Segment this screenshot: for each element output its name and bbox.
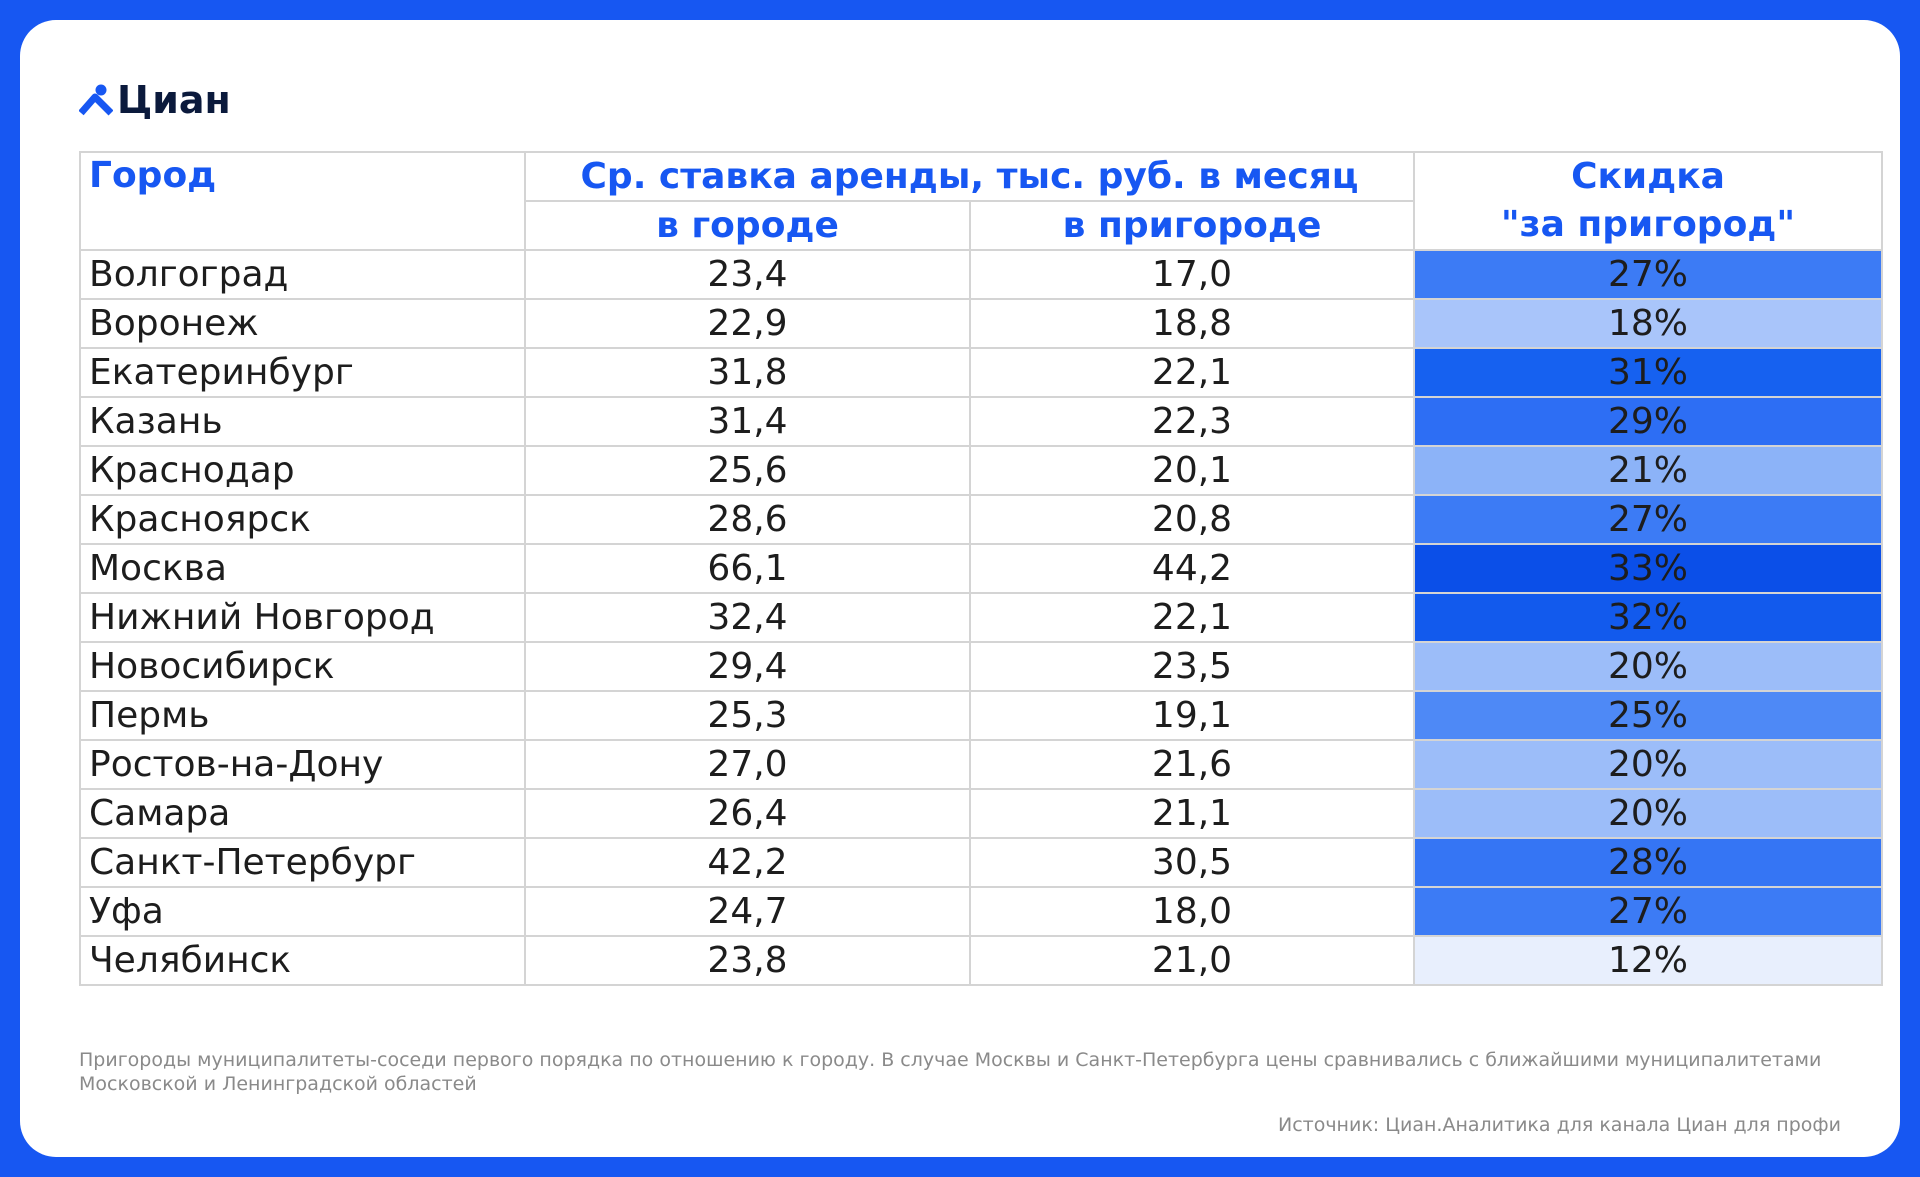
rate-cell: 32,4: [524, 592, 971, 643]
table-row: Екатеринбург 31,8 22,1 31%: [79, 347, 1884, 398]
table-row: Нижний Новгород 32,4 22,1 32%: [79, 592, 1884, 643]
city-cell: Воронеж: [79, 298, 526, 349]
discount-cell: 25%: [1413, 690, 1884, 741]
discount-cell: 27%: [1413, 886, 1884, 937]
rate-cell: 22,1: [968, 347, 1416, 398]
discount-cell: 20%: [1413, 739, 1884, 790]
rate-cell: 27,0: [524, 739, 971, 790]
rate-cell: 19,1: [968, 690, 1416, 741]
rate-cell: 28,6: [524, 494, 971, 545]
header-cell: Ср. ставка аренды, тыс. руб. в месяц: [523, 151, 1416, 202]
logo: Циан: [79, 78, 231, 122]
city-cell: Челябинск: [79, 935, 526, 986]
discount-cell: 28%: [1413, 837, 1884, 888]
rate-cell: 30,5: [968, 837, 1416, 888]
header-cell: Скидка "за пригород": [1413, 151, 1884, 251]
table-row: Челябинск 23,8 21,0 12%: [79, 935, 1884, 986]
table-row: Санкт-Петербург 42,2 30,5 28%: [79, 837, 1884, 888]
header-cell: Город: [79, 151, 526, 251]
city-cell: Казань: [79, 396, 526, 447]
rate-cell: 21,1: [968, 788, 1416, 839]
discount-cell: 29%: [1413, 396, 1884, 447]
source: Источник: Циан.Аналитика для канала Циан…: [1277, 1114, 1841, 1136]
rate-cell: 42,2: [524, 837, 971, 888]
discount-cell: 21%: [1413, 445, 1884, 496]
header-cell: в городе: [524, 200, 971, 251]
rate-cell: 20,1: [968, 445, 1416, 496]
city-cell: Красноярск: [79, 494, 526, 545]
city-cell: Волгоград: [79, 249, 526, 300]
discount-cell: 32%: [1413, 592, 1884, 643]
table-row: Казань 31,4 22,3 29%: [79, 396, 1884, 447]
rate-cell: 23,4: [524, 249, 971, 300]
table-row: Воронеж 22,9 18,8 18%: [79, 298, 1884, 349]
rate-cell: 25,6: [524, 445, 971, 496]
table-row: Ростов-на-Дону 27,0 21,6 20%: [79, 739, 1884, 790]
table-row: Волгоград 23,4 17,0 27%: [79, 249, 1884, 300]
card: Циан Город Ср. ставка аренды, тыс. руб. …: [20, 20, 1900, 1157]
rate-cell: 29,4: [524, 641, 971, 692]
footnote: Пригороды муниципалитеты-соседи первого …: [79, 1049, 1822, 1095]
rate-cell: 17,0: [968, 249, 1416, 300]
header-row: в городе в пригороде: [80, 200, 1882, 251]
city-cell: Новосибирск: [79, 641, 526, 692]
discount-cell: 33%: [1413, 543, 1884, 594]
table-row: Уфа 24,7 18,0 27%: [79, 886, 1884, 937]
table-row: Красноярск 28,6 20,8 27%: [79, 494, 1884, 545]
discount-cell: 31%: [1413, 347, 1884, 398]
table-row: Москва 66,1 44,2 33%: [79, 543, 1884, 594]
rate-cell: 23,8: [524, 935, 971, 986]
discount-cell: 27%: [1413, 494, 1884, 545]
header-cell: в пригороде: [968, 200, 1416, 251]
rate-cell: 31,4: [524, 396, 971, 447]
logo-text: Циан: [117, 78, 231, 122]
discount-cell: 20%: [1413, 788, 1884, 839]
rate-cell: 44,2: [968, 543, 1416, 594]
city-cell: Пермь: [79, 690, 526, 741]
discount-cell: 27%: [1413, 249, 1884, 300]
rate-cell: 31,8: [524, 347, 971, 398]
city-cell: Екатеринбург: [79, 347, 526, 398]
table-body: Волгоград 23,4 17,0 27% Воронеж 22,9 18,8 18% Ек…: [79, 249, 1884, 986]
rate-cell: 26,4: [524, 788, 971, 839]
city-cell: Краснодар: [79, 445, 526, 496]
discount-cell: 12%: [1413, 935, 1884, 986]
rent-table: Город Ср. ставка аренды, тыс. руб. в мес…: [79, 151, 1884, 986]
rate-cell: 25,3: [524, 690, 971, 741]
table-row: Краснодар 25,6 20,1 21%: [79, 445, 1884, 496]
city-cell: Ростов-на-Дону: [79, 739, 526, 790]
rate-cell: 23,5: [968, 641, 1416, 692]
city-cell: Санкт-Петербург: [79, 837, 526, 888]
city-cell: Москва: [79, 543, 526, 594]
rate-cell: 22,9: [524, 298, 971, 349]
discount-cell: 20%: [1413, 641, 1884, 692]
rate-cell: 18,0: [968, 886, 1416, 937]
rate-cell: 66,1: [524, 543, 971, 594]
table-row: Новосибирск 29,4 23,5 20%: [79, 641, 1884, 692]
city-cell: Нижний Новгород: [79, 592, 526, 643]
rate-cell: 22,3: [968, 396, 1416, 447]
rate-cell: 18,8: [968, 298, 1416, 349]
rate-cell: 21,0: [968, 935, 1416, 986]
rate-cell: 24,7: [524, 886, 971, 937]
city-cell: Самара: [79, 788, 526, 839]
rate-cell: 21,6: [968, 739, 1416, 790]
table-row: Пермь 25,3 19,1 25%: [79, 690, 1884, 741]
rate-cell: 20,8: [968, 494, 1416, 545]
logo-icon: [79, 84, 113, 116]
table-row: Самара 26,4 21,1 20%: [79, 788, 1884, 839]
header-row: Город Ср. ставка аренды, тыс. руб. в мес…: [79, 151, 1884, 251]
city-cell: Уфа: [79, 886, 526, 937]
rate-cell: 22,1: [968, 592, 1416, 643]
discount-cell: 18%: [1413, 298, 1884, 349]
